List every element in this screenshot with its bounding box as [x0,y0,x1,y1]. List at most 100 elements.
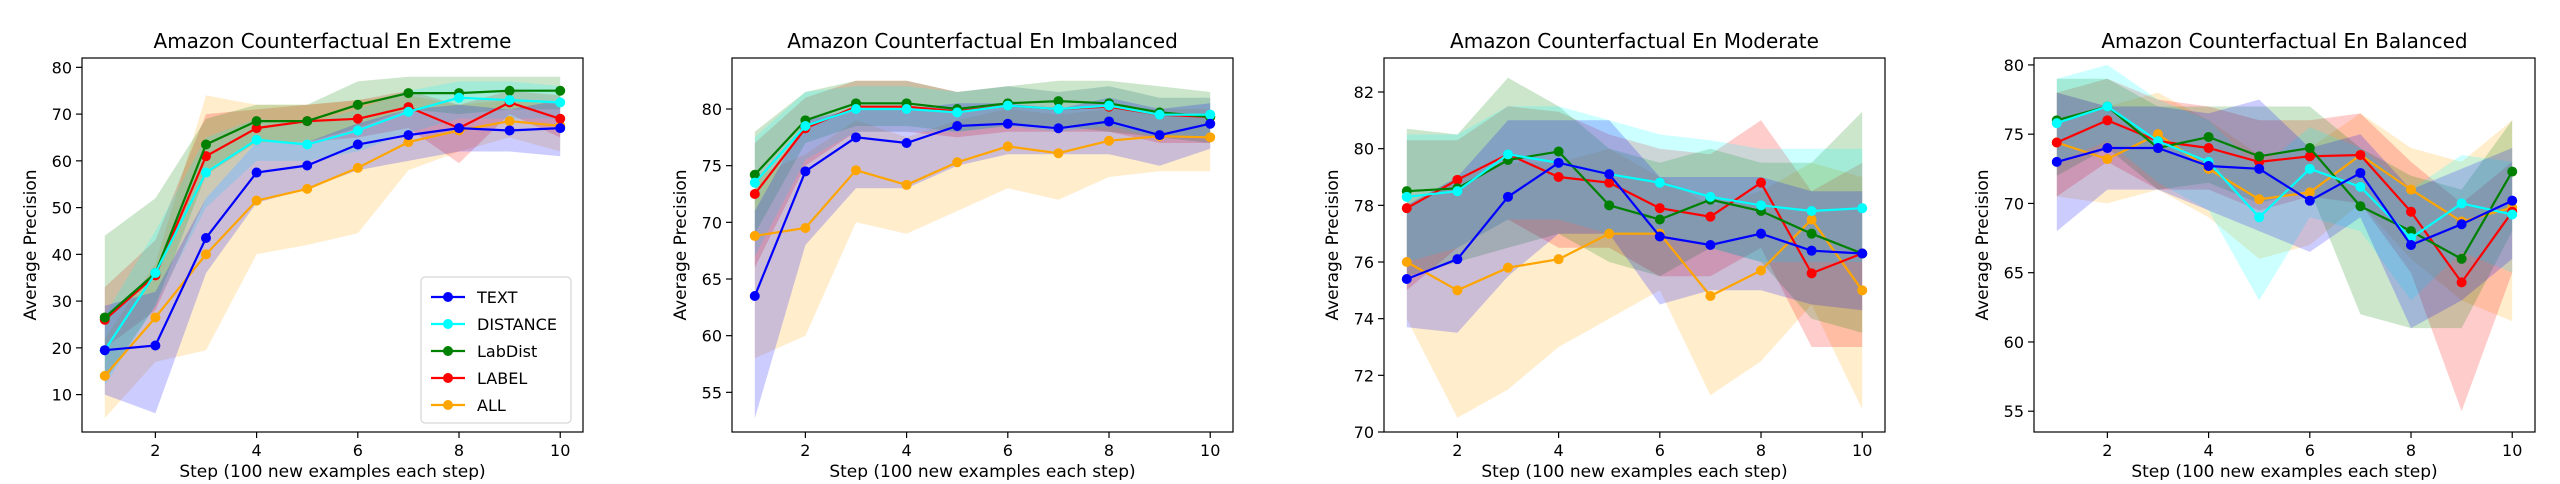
legend: TEXT DISTANCE LabDist LABEL ALL [420,276,572,424]
legend-label-label: LABEL [477,369,527,388]
point-distance-8 [1104,100,1115,111]
point-labdist-4 [2203,131,2214,142]
x-tick-label: 8 [1104,441,1114,460]
x-tick-label: 8 [454,441,464,460]
point-distance-3 [850,104,861,114]
point-label-6 [2304,151,2315,162]
x-tick-label: 10 [1852,441,1872,460]
point-text-4 [1553,157,1564,168]
band-label [104,90,561,348]
y-axis-label: Average Precision [671,169,691,320]
point-distance-2 [2102,101,2113,112]
y-tick-label: 55 [702,383,722,402]
series-line-labdist [1406,150,1863,255]
x-tick-label: 2 [1452,441,1462,460]
point-labdist-6 [352,99,363,110]
point-distance-3 [1502,149,1513,160]
series-line-text [104,126,561,352]
legend-marker-distance [443,319,453,329]
point-text-10 [1857,248,1868,259]
series-line-label [1406,153,1863,275]
y-tick-label: 80 [1354,140,1374,159]
point-labdist-6 [2304,143,2315,154]
point-labdist-7 [2355,201,2366,212]
y-tick-label: 60 [52,152,72,171]
band-labdist [754,80,1211,234]
x-axis-label: Step (100 new examples each step) [2131,462,2437,480]
x-tick-label: 10 [2502,441,2522,460]
y-tick-label: 50 [52,199,72,218]
point-label-4 [2203,143,2214,154]
band-labdist [2056,78,2513,329]
point-label-9 [2456,277,2467,288]
point-distance-1 [749,177,760,188]
point-text-5 [952,121,963,131]
point-all-4 [1553,254,1564,265]
point-text-5 [2254,163,2265,174]
series-line-distance [1406,153,1863,213]
x-tick-label: 4 [1553,441,1563,460]
point-label-9 [1806,268,1817,279]
y-axis-label: Average Precision [21,169,41,320]
point-text-10 [555,123,566,134]
point-text-1 [1401,274,1412,284]
point-all-2 [800,223,811,233]
point-text-7 [403,130,414,141]
y-tick-label: 70 [52,105,72,124]
x-tick-label: 6 [2305,441,2315,460]
series-line-labdist [104,89,561,319]
point-label-1 [749,189,760,199]
series-line-text [2056,146,2513,247]
point-distance-3 [200,167,211,178]
legend-label-all: ALL [477,396,506,415]
band-distance [1406,106,1863,262]
point-all-10 [1857,285,1868,296]
point-labdist-1 [749,169,760,180]
point-all-2 [2102,154,2113,165]
y-tick-label: 80 [2004,56,2024,75]
point-labdist-9 [2456,253,2467,264]
y-axis-label: Average Precision [1323,169,1343,320]
point-all-1 [749,230,760,241]
point-labdist-9 [504,85,515,96]
point-all-5 [2254,194,2265,205]
series-line-distance [753,104,1211,184]
point-all-2 [1452,285,1463,296]
legend-marker-labdist [443,346,453,356]
y-tick-label: 74 [1354,310,1374,329]
point-label-8 [2406,206,2417,217]
x-tick-label: 2 [150,441,160,460]
point-label-7 [1705,211,1716,222]
point-distance-5 [952,107,963,118]
point-text-6 [2304,195,2315,206]
point-text-2 [2102,143,2113,154]
series-line-text [1406,161,1863,281]
band-label [1406,106,1863,347]
confidence-bands [2056,64,2513,412]
point-all-3 [850,165,861,176]
point-text-3 [850,132,861,143]
point-text-9 [1806,245,1817,256]
point-text-8 [2406,240,2417,250]
point-label-4 [251,123,262,134]
series-line-all [754,135,1211,237]
x-tick-label: 4 [901,441,911,460]
point-distance-6 [2304,163,2315,174]
y-tick-label: 65 [2004,264,2024,283]
y-tick-label: 70 [1354,423,1374,442]
y-tick-label: 76 [1354,253,1374,272]
x-axis-label: Step (100 new examples each step) [179,462,485,480]
point-labdist-5 [2254,151,2265,162]
point-label-1 [2051,137,2062,148]
point-all-3 [1502,262,1513,273]
legend-marker-text [443,292,453,302]
point-labdist-3 [200,139,211,150]
y-tick-label: 70 [702,213,722,232]
point-text-2 [150,340,161,351]
point-labdist-5 [302,116,313,127]
point-text-8 [1104,116,1115,127]
point-all-5 [1604,228,1615,239]
point-label-10 [555,113,566,124]
chart-panel-4: Amazon Counterfactual En Balanced Step (1… [1973,29,2536,482]
